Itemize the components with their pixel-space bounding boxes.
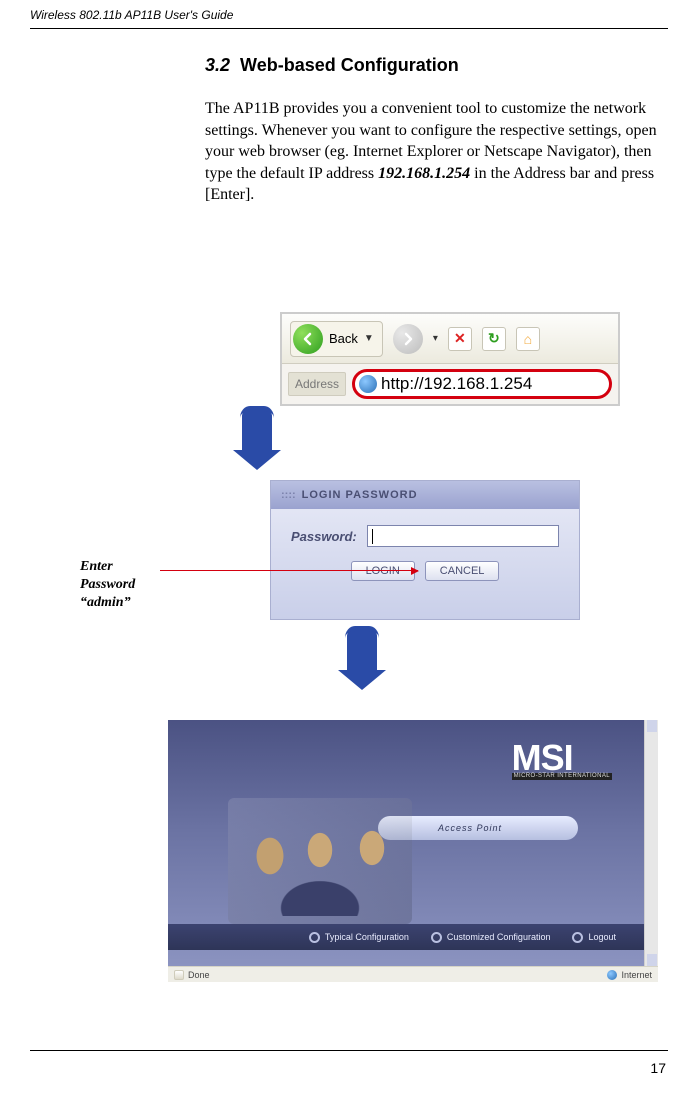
stop-icon: ✕	[454, 330, 466, 347]
address-bar[interactable]: http://192.168.1.254	[352, 369, 612, 399]
margin-note-l3: “admin”	[80, 595, 131, 610]
msi-logo-sub: MICRO-STAR INTERNATIONAL	[512, 773, 612, 780]
password-input[interactable]	[367, 525, 559, 547]
address-label: Address	[288, 372, 346, 396]
typical-config-label: Typical Configuration	[325, 932, 409, 942]
bullet-ring-icon	[431, 932, 442, 943]
refresh-icon: ↻	[488, 330, 500, 347]
section-number: 3.2	[205, 55, 230, 75]
flow-arrow-2-icon	[345, 630, 379, 692]
address-url: http://192.168.1.254	[381, 374, 532, 394]
default-ip: 192.168.1.254	[378, 165, 470, 182]
back-label: Back	[329, 331, 358, 346]
refresh-button[interactable]: ↻	[482, 327, 506, 351]
msi-logo: MSI MICRO-STAR INTERNATIONAL	[512, 744, 612, 780]
margin-note-l2: Password	[80, 577, 135, 592]
callout-pointer-icon	[160, 570, 418, 571]
home-button[interactable]: ⌂	[516, 327, 540, 351]
status-done-text: Done	[188, 970, 210, 980]
logout-link[interactable]: Logout	[572, 932, 616, 943]
page-number: 17	[650, 1060, 666, 1076]
logout-label: Logout	[588, 932, 616, 942]
portal-nav-bar: Typical Configuration Customized Configu…	[168, 924, 644, 950]
portal-scrollbar[interactable]	[644, 720, 658, 982]
msi-logo-main: MSI	[512, 737, 573, 778]
home-icon: ⌂	[524, 331, 532, 347]
margin-note-l1: Enter	[80, 559, 113, 574]
back-button[interactable]: Back ▼	[290, 321, 383, 357]
custom-config-link[interactable]: Customized Configuration	[431, 932, 551, 943]
stop-button[interactable]: ✕	[448, 327, 472, 351]
portal-screenshot: MSI MICRO-STAR INTERNATIONAL Access Poin…	[168, 706, 658, 982]
login-title-text: LOGIN PASSWORD	[302, 489, 418, 501]
section-title: Web-based Configuration	[240, 55, 459, 75]
status-internet-text: Internet	[621, 970, 652, 980]
bullet-ring-icon	[309, 932, 320, 943]
input-caret-icon	[372, 529, 373, 544]
login-dialog-screenshot: ::::LOGIN PASSWORD Password: LOGIN CANCE…	[270, 480, 580, 620]
browser-status-bar: Done Internet	[168, 966, 658, 982]
typical-config-link[interactable]: Typical Configuration	[309, 932, 409, 943]
hero-art-icon	[228, 798, 412, 924]
forward-dropdown-caret-icon: ▾	[433, 333, 438, 344]
margin-note: Enter Password “admin”	[80, 558, 135, 613]
login-title-bar: ::::LOGIN PASSWORD	[271, 481, 579, 509]
browser-toolbar-screenshot: Back ▼ ▾ ✕ ↻ ⌂ Address http://192.168.1.…	[280, 312, 620, 406]
section-heading: 3.2 Web-based Configuration	[205, 55, 668, 76]
login-button[interactable]: LOGIN	[351, 561, 415, 581]
custom-config-label: Customized Configuration	[447, 932, 551, 942]
page-earth-icon	[359, 375, 377, 393]
cancel-button[interactable]: CANCEL	[425, 561, 500, 581]
intro-paragraph: The AP11B provides you a convenient tool…	[205, 98, 668, 206]
status-done-icon	[174, 970, 184, 980]
back-dropdown-caret-icon: ▼	[364, 333, 374, 344]
login-title-dots-icon: ::::	[281, 489, 296, 501]
forward-button[interactable]	[393, 324, 423, 354]
flow-arrow-1-icon	[240, 410, 274, 472]
running-head: Wireless 802.11b AP11B User's Guide	[30, 8, 233, 22]
header-rule	[30, 28, 668, 29]
back-arrow-icon	[293, 324, 323, 354]
footer-rule	[30, 1050, 668, 1051]
status-internet-icon	[607, 970, 617, 980]
password-label: Password:	[291, 529, 357, 544]
bullet-ring-icon	[572, 932, 583, 943]
